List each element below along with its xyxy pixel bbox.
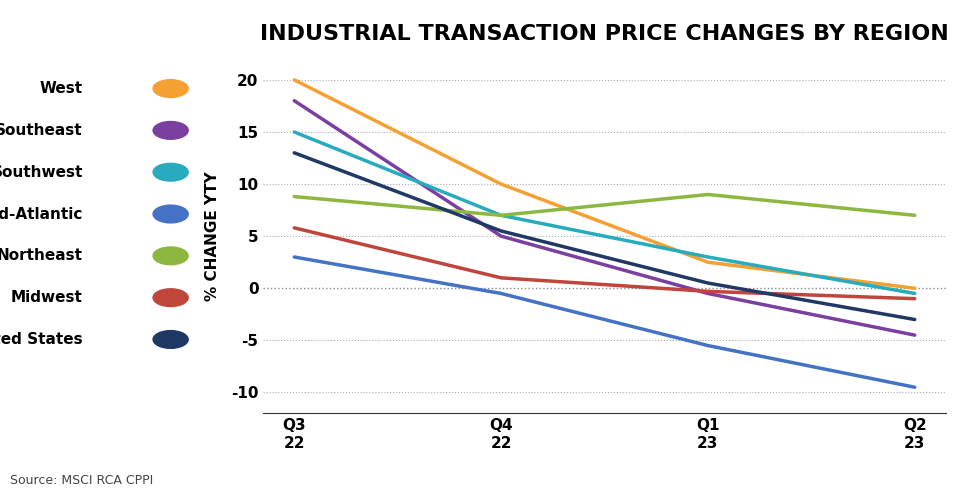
Text: Northeast: Northeast — [0, 248, 83, 263]
Text: Midwest: Midwest — [11, 290, 83, 305]
Text: Source: MSCI RCA CPPI: Source: MSCI RCA CPPI — [10, 474, 153, 487]
Text: United States: United States — [0, 332, 83, 347]
Y-axis label: % CHANGE YTY: % CHANGE YTY — [205, 171, 219, 301]
Text: Southeast: Southeast — [0, 123, 83, 138]
Text: Mid-Atlantic: Mid-Atlantic — [0, 207, 83, 221]
Text: West: West — [40, 81, 83, 96]
Text: Southwest: Southwest — [0, 165, 83, 180]
Title: INDUSTRIAL TRANSACTION PRICE CHANGES BY REGION: INDUSTRIAL TRANSACTION PRICE CHANGES BY … — [260, 24, 949, 44]
